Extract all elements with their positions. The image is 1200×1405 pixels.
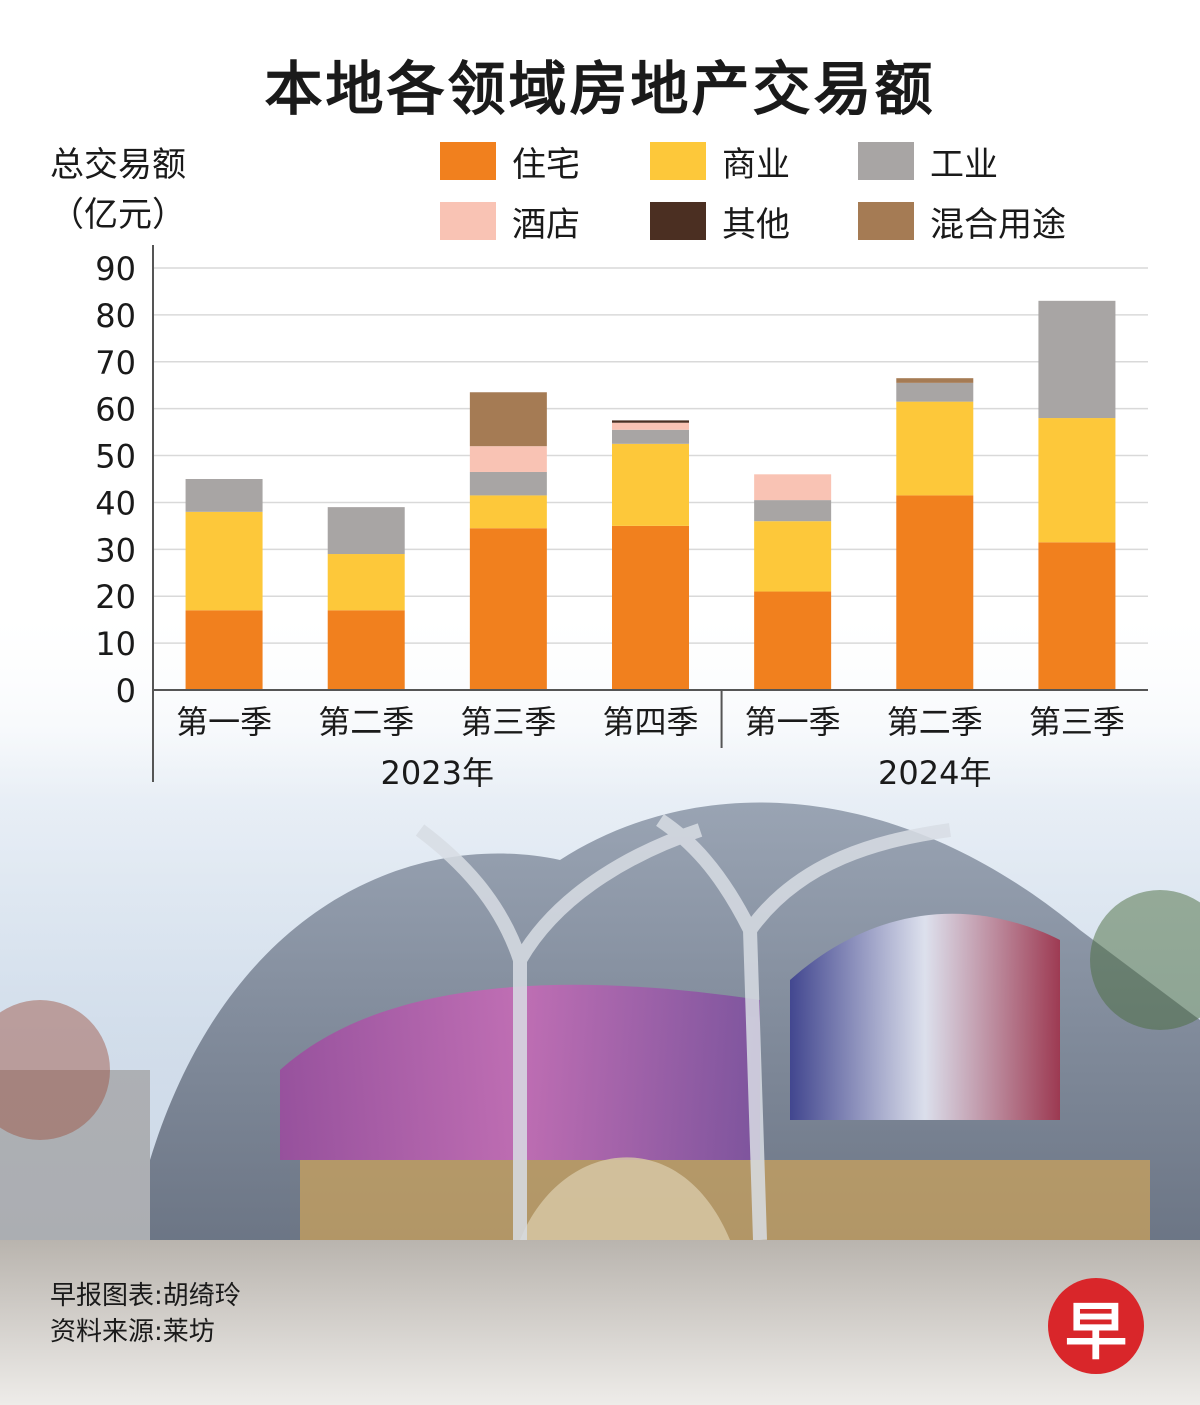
y-tick-label: 70 <box>95 344 136 382</box>
bar-segment-hotel <box>612 422 689 430</box>
background-photo-mall <box>0 600 1200 1405</box>
y-axis-label-line2: （亿元） <box>50 195 186 235</box>
legend-item-commercial: 商业 <box>650 136 790 186</box>
bar-segment-residential <box>612 525 689 690</box>
y-tick-label: 30 <box>95 531 136 569</box>
bar-segment-mixed <box>896 378 974 383</box>
bar-segment-industrial <box>469 471 547 496</box>
bar-segment-hotel <box>469 446 547 472</box>
bar-segment-industrial <box>612 429 689 444</box>
credit: 早报图表:胡绮玲 资料来源:莱坊 <box>50 1278 241 1350</box>
credit-source: 资料来源:莱坊 <box>50 1317 215 1347</box>
bar-segment-industrial <box>896 382 974 402</box>
x-tick-label: 第一季 <box>745 703 841 741</box>
x-tick-label: 第二季 <box>318 703 414 741</box>
x-tick-label: 第二季 <box>887 703 983 741</box>
legend-swatch-commercial <box>650 142 706 180</box>
bar-segment-residential <box>1038 542 1116 690</box>
bar-segment-mixed <box>469 392 547 447</box>
zaobao-logo: 早 <box>1048 1278 1144 1374</box>
y-axis-label-line1: 总交易额 <box>50 145 186 185</box>
legend-item-other: 其他 <box>650 196 790 246</box>
bar-segment-commercial <box>754 521 832 592</box>
y-tick-label: 90 <box>95 250 136 288</box>
bar-segment-industrial <box>754 500 832 522</box>
y-axis-ticks: 0 10 20 30 40 50 60 70 80 90 <box>95 250 136 710</box>
y-tick-label: 10 <box>95 625 136 663</box>
bars <box>185 300 1116 690</box>
bar-segment-hotel <box>754 474 832 501</box>
axes <box>152 245 1148 782</box>
x-tick-label: 第三季 <box>1029 703 1125 741</box>
logo-text: 早 <box>1064 1295 1127 1368</box>
bar-segment-other <box>612 420 689 423</box>
legend-swatch-residential <box>440 142 496 180</box>
y-tick-label: 0 <box>116 672 136 710</box>
x-axis-ticks: 第一季 第二季 第三季 第四季 第一季 第二季 第三季 <box>176 703 1125 741</box>
legend-label-mixed: 混合用途 <box>930 204 1066 245</box>
y-tick-label: 80 <box>95 297 136 335</box>
y-tick-label: 20 <box>95 578 136 616</box>
bar-segment-commercial <box>185 511 263 611</box>
legend-item-hotel: 酒店 <box>440 196 580 246</box>
legend-item-industrial: 工业 <box>858 136 998 186</box>
legend-swatch-other <box>650 202 706 240</box>
bar-segment-commercial <box>612 443 689 526</box>
bar-segment-commercial <box>469 495 547 529</box>
year-group-label: 2024年 <box>878 754 991 792</box>
legend-label-other: 其他 <box>722 204 790 245</box>
credit-author: 早报图表:胡绮玲 <box>50 1281 241 1311</box>
bar-segment-residential <box>754 591 832 690</box>
legend-label-industrial: 工业 <box>930 144 998 185</box>
bar-segment-residential <box>896 495 974 690</box>
stacked-bar-chart: 0 10 20 30 40 50 60 70 80 90 第一季 第二季 第三季 第四季 第一季 第二季 第三… <box>95 245 1148 792</box>
legend-swatch-mixed <box>858 202 914 240</box>
bar-segment-industrial <box>327 507 405 555</box>
bar-segment-commercial <box>327 554 405 611</box>
chart-title: 本地各领域房地产交易额 <box>264 55 936 123</box>
bar-segment-residential <box>469 528 547 690</box>
legend-swatch-hotel <box>440 202 496 240</box>
bar-segment-residential <box>185 610 263 690</box>
legend-label-hotel: 酒店 <box>512 204 580 245</box>
y-tick-label: 50 <box>95 438 136 476</box>
x-tick-label: 第一季 <box>176 703 272 741</box>
y-tick-label: 60 <box>95 391 136 429</box>
year-group-label: 2023年 <box>381 754 494 792</box>
year-group-labels: 2023年 2024年 <box>381 754 992 792</box>
legend-item-mixed: 混合用途 <box>858 196 1066 246</box>
x-tick-label: 第四季 <box>602 703 698 741</box>
bar-segment-industrial <box>1038 300 1116 419</box>
bar-segment-commercial <box>1038 418 1116 543</box>
bar-segment-commercial <box>896 401 974 496</box>
y-tick-label: 40 <box>95 484 136 522</box>
bar-segment-residential <box>327 610 405 690</box>
legend-item-residential: 住宅 <box>440 136 580 186</box>
x-tick-label: 第三季 <box>460 703 556 741</box>
legend-label-commercial: 商业 <box>722 144 790 185</box>
bar-segment-industrial <box>185 479 263 512</box>
legend-swatch-industrial <box>858 142 914 180</box>
legend-label-residential: 住宅 <box>512 144 580 185</box>
y-axis-label: 总交易额 （亿元） <box>50 140 186 240</box>
